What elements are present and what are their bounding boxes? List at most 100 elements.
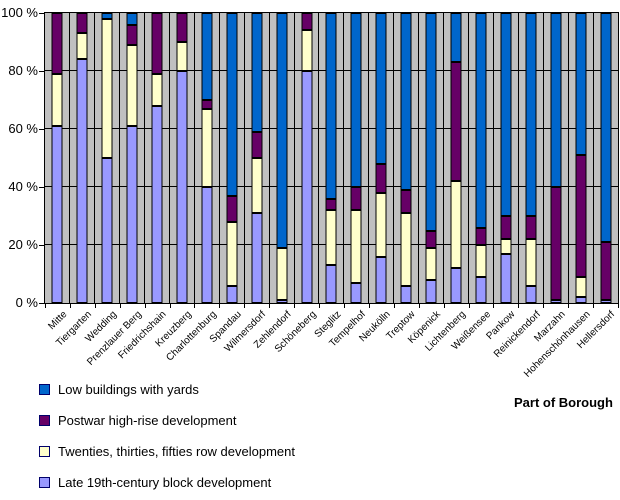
bar-segment xyxy=(76,59,88,303)
bar-segment xyxy=(500,239,512,254)
bar-Reinickendorf xyxy=(525,13,537,303)
category-slot xyxy=(195,13,220,303)
x-tick xyxy=(294,304,296,308)
bar-segment xyxy=(176,42,188,71)
y-tick-label: 40 % xyxy=(8,179,38,194)
x-tick xyxy=(194,304,196,308)
bar-segment xyxy=(325,13,337,199)
legend-item: Low buildings with yards xyxy=(39,383,295,396)
category-slot xyxy=(419,13,445,303)
bar-segment xyxy=(375,163,387,193)
bar-segment xyxy=(375,192,387,257)
bar-segment xyxy=(525,285,537,303)
bar-segment xyxy=(450,268,462,303)
category-slot xyxy=(394,13,420,303)
y-tick xyxy=(39,303,44,304)
bar-segment xyxy=(525,216,537,240)
x-tick xyxy=(418,304,420,308)
bar-Schöneberg xyxy=(301,13,312,303)
category-slot xyxy=(145,13,170,303)
category-slot xyxy=(295,13,320,303)
bar-Köpenick xyxy=(425,13,437,303)
bar-segment xyxy=(350,13,362,188)
bar-segment xyxy=(251,213,263,303)
bar-segment xyxy=(226,221,238,286)
bar-segment xyxy=(151,105,163,303)
bar-Wilmersdorf xyxy=(251,13,263,303)
bar-segment xyxy=(600,13,612,243)
bar-Wedding xyxy=(101,13,113,303)
bar-segment xyxy=(301,30,312,71)
bar-segment xyxy=(251,131,263,159)
bar-Treptow xyxy=(400,13,412,303)
legend-key-low-buildings-with-yards xyxy=(39,384,50,395)
category-slot xyxy=(494,13,520,303)
y-tick xyxy=(39,13,44,14)
x-tick xyxy=(45,304,46,308)
bar-Spandau xyxy=(226,13,238,303)
bar-segment xyxy=(201,100,213,109)
bar-segment xyxy=(51,13,63,74)
bar-segment xyxy=(550,300,562,303)
bar-segment xyxy=(226,13,238,196)
x-tick xyxy=(593,304,595,308)
bar-segment xyxy=(600,300,612,303)
bar-segment xyxy=(276,247,288,301)
bar-segment xyxy=(51,73,63,127)
bar-segment xyxy=(126,44,138,127)
x-tick xyxy=(518,304,520,308)
bar-Friedrichshain xyxy=(151,13,163,303)
bar-segment xyxy=(126,13,138,25)
legend-key-postwar-high-rise xyxy=(39,415,50,426)
bar-segment xyxy=(400,13,412,190)
bar-Charlottenburg xyxy=(201,13,213,303)
bar-segment xyxy=(101,18,113,158)
bar-segment xyxy=(101,13,113,19)
bar-Marzahn xyxy=(550,13,562,303)
legend-label: Twenties, thirties, fifties row developm… xyxy=(58,444,295,459)
x-tick xyxy=(119,304,121,308)
bar-segment xyxy=(126,24,138,45)
bar-Tempelhof xyxy=(350,13,362,303)
bar-segment xyxy=(251,13,263,132)
bar-segment xyxy=(500,216,512,240)
bar-segment xyxy=(350,282,362,303)
category-slot xyxy=(270,13,295,303)
bar-segment xyxy=(450,181,462,269)
bar-segment xyxy=(400,285,412,303)
legend-label: Low buildings with yards xyxy=(58,382,199,397)
x-tick xyxy=(618,304,619,308)
bar-segment xyxy=(475,13,487,228)
x-tick xyxy=(493,304,495,308)
bar-segment xyxy=(176,71,188,303)
bar-segment xyxy=(251,158,263,214)
bar-Pankow xyxy=(500,13,512,303)
bar-segment xyxy=(425,247,437,280)
bar-segment xyxy=(325,210,337,266)
bar-segment xyxy=(201,187,213,303)
category-slot xyxy=(45,13,70,303)
y-tick-label: 0 % xyxy=(15,295,38,310)
bar-segment xyxy=(600,242,612,301)
bar-segment xyxy=(575,276,587,298)
x-tick xyxy=(443,304,445,308)
legend-label: Late 19th-century block development xyxy=(58,475,272,490)
bar-segment xyxy=(450,62,462,182)
y-tick xyxy=(39,187,44,188)
bar-Zehlendorf xyxy=(276,13,288,303)
bar-segment xyxy=(550,13,562,188)
bar-segment xyxy=(400,189,412,214)
category-slot xyxy=(319,13,345,303)
y-tick xyxy=(39,245,44,246)
category-slot xyxy=(245,13,270,303)
bar-Prenzlauer Berg xyxy=(126,13,138,303)
x-tick xyxy=(543,304,545,308)
category-slot xyxy=(444,13,470,303)
bar-Neukölln xyxy=(375,13,387,303)
bar-segment xyxy=(350,210,362,283)
bar-segment xyxy=(475,227,487,246)
x-tick xyxy=(169,304,171,308)
category-slot xyxy=(469,13,495,303)
x-tick xyxy=(393,304,395,308)
bar-segment xyxy=(425,230,437,248)
